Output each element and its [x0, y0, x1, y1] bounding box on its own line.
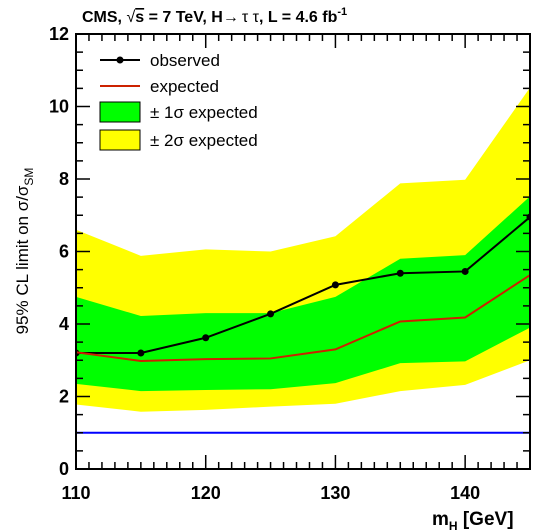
- series-group: [76, 213, 530, 434]
- x-tick-label: 130: [320, 483, 350, 503]
- title-sqrt-var: s: [135, 9, 144, 26]
- y-tick-label: 0: [59, 459, 69, 479]
- title-prefix: CMS,: [82, 9, 126, 26]
- x-tick-label: 140: [450, 483, 480, 503]
- legend-band2-swatch: [99, 129, 141, 151]
- y-tick-label: 6: [59, 242, 69, 262]
- observed-point: [202, 334, 210, 342]
- y-tick-label: 10: [49, 97, 69, 117]
- x-axis-label-sub: H: [449, 519, 458, 532]
- legend-band1-label: ± 1σ expected: [150, 103, 258, 122]
- title-energy: = 7 TeV, H: [144, 9, 223, 26]
- y-axis-label: 95% CL limit on σ/σSM: [13, 168, 36, 335]
- observed-point: [331, 281, 339, 289]
- band-group: [76, 87, 530, 412]
- y-tick-label: 12: [49, 24, 69, 44]
- title-lumi: , L = 4.6 fb: [259, 9, 338, 26]
- legend-band1-swatch: [99, 101, 141, 123]
- observed-point: [267, 310, 275, 318]
- title-channel: τ τ: [242, 9, 260, 26]
- observed-point: [461, 267, 469, 275]
- legend: observed expected ± 1σ expected ± 2σ exp…: [99, 51, 258, 151]
- y-axis-label-sub: SM: [22, 168, 36, 186]
- chart-title: CMS, √s = 7 TeV, H→ τ τ, L = 4.6 fb-1: [82, 6, 347, 26]
- x-tick-label: 110: [61, 483, 90, 503]
- axes-group: 110 120 130 140 0 2 4 6 8 10 12: [49, 24, 531, 503]
- observed-point: [137, 349, 145, 357]
- x-tick-label: 120: [191, 483, 221, 503]
- y-tick-label: 8: [59, 169, 69, 189]
- observed-point: [396, 269, 404, 277]
- series-line-observed: [76, 216, 530, 354]
- y-tick-label: 4: [59, 314, 69, 334]
- legend-observed-label: observed: [150, 51, 220, 70]
- y-tick-label: 2: [59, 387, 69, 407]
- y-axis-label-main: 95% CL limit on σ/σ: [13, 185, 32, 334]
- legend-observed-marker: [116, 56, 124, 64]
- legend-band2-label: ± 2σ expected: [150, 131, 258, 150]
- x-axis-label-main: m: [432, 509, 449, 530]
- series-line-expected: [76, 274, 530, 362]
- x-axis-label-unit: [GeV]: [458, 509, 514, 530]
- title-sqrt-symbol: √: [126, 9, 135, 26]
- title-arrow: →: [223, 9, 239, 26]
- legend-expected-label: expected: [150, 77, 219, 96]
- title-lumi-exponent: -1: [337, 6, 347, 18]
- x-axis-label: mH [GeV]: [432, 509, 514, 532]
